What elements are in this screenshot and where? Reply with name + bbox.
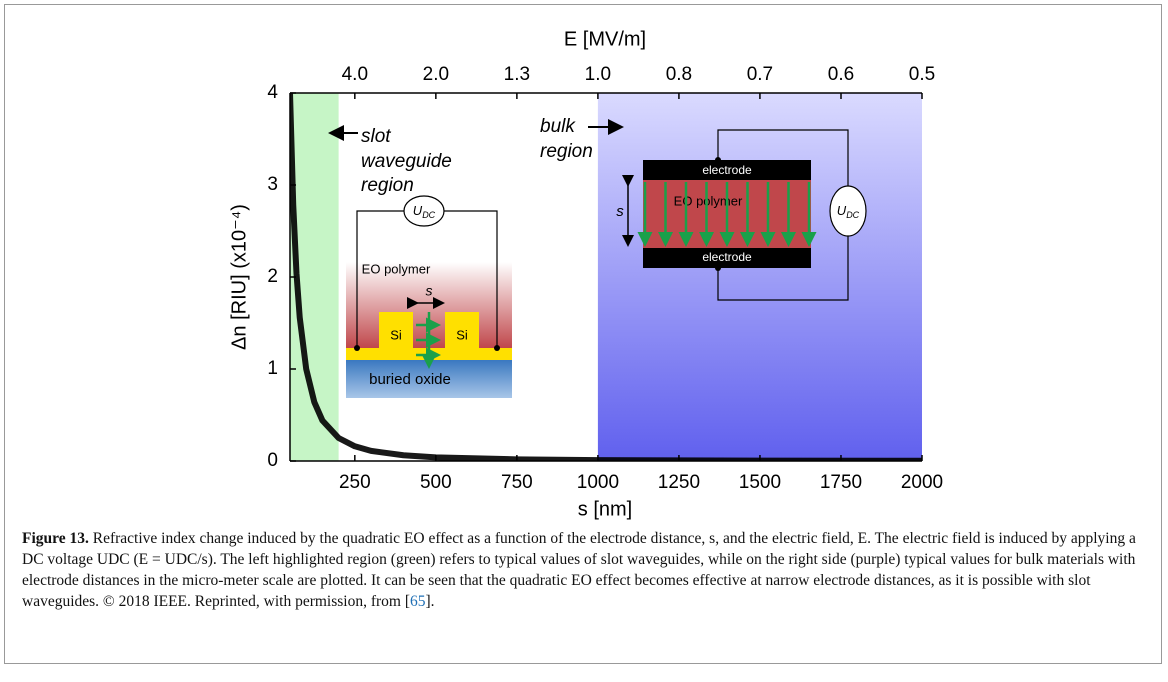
x-tick-label: 1750: [820, 472, 862, 493]
si-rail: [379, 312, 413, 360]
slot-annotation: slot waveguide region: [328, 125, 452, 196]
x-tick-label: 750: [501, 472, 533, 493]
figure-frame: [4, 4, 1162, 664]
label: U: [413, 203, 423, 218]
caption-ref[interactable]: 65: [410, 593, 426, 610]
annotation: region: [540, 141, 593, 162]
data-line: [290, 93, 922, 461]
annotation: bulk: [540, 116, 576, 137]
x2-tick-label: 1.0: [585, 64, 611, 85]
x2-axis-title: E [MV/m]: [564, 28, 646, 50]
label: UDC: [413, 203, 436, 220]
label: Si: [456, 327, 468, 342]
label: s: [616, 203, 624, 220]
annotation: waveguide: [361, 151, 452, 172]
highlight-region: [597, 93, 922, 461]
x2-tick-label: 4.0: [342, 64, 368, 85]
x-tick-label: 1500: [739, 472, 781, 493]
bulk-inset: UDC electrode EO polymer electrode s: [616, 129, 867, 301]
x-tick-label: 1250: [658, 472, 700, 493]
label: EO polymer: [362, 261, 431, 276]
si-rail: [445, 312, 479, 360]
label: EO polymer: [674, 193, 743, 208]
label: UDC: [837, 203, 860, 220]
caption: Figure 13. Refractive index change induc…: [22, 528, 1147, 612]
x-axis-title: s [nm]: [578, 498, 632, 520]
x2-tick-label: 0.5: [909, 64, 935, 85]
caption-label: Figure 13.: [22, 530, 89, 547]
x2-tick-label: 0.7: [747, 64, 773, 85]
label: electrode: [702, 163, 752, 177]
caption-text: ].: [425, 593, 435, 610]
x-tick-label: 500: [420, 472, 452, 493]
x-tick-label: 2000: [901, 472, 943, 493]
y-tick-label: 2: [267, 266, 278, 287]
label: Si: [390, 327, 402, 342]
x2-tick-label: 0.8: [666, 64, 692, 85]
x2-tick-label: 2.0: [423, 64, 449, 85]
label: s: [426, 283, 433, 299]
x-tick-label: 1000: [577, 472, 619, 493]
caption-text: Refractive index change induced by the q…: [22, 530, 1136, 610]
bulk-annotation: bulk region: [540, 116, 624, 162]
y-tick-label: 3: [267, 174, 278, 195]
y-tick-label: 1: [267, 358, 278, 379]
label: DC: [846, 210, 859, 220]
label: electrode: [702, 250, 752, 264]
label: buried oxide: [369, 371, 451, 388]
y-tick-label: 4: [267, 82, 278, 103]
annotation: region: [361, 175, 414, 196]
label: DC: [422, 210, 435, 220]
x-tick-label: 250: [339, 472, 371, 493]
y-axis-title: Δn [RIU] (x10⁻⁴): [228, 204, 250, 350]
annotation: slot: [361, 126, 391, 147]
chart: E [MV/m] s [nm] Δn [RIU] (x10⁻⁴) slot wa…: [228, 28, 943, 520]
x2-tick-label: 1.3: [504, 64, 530, 85]
x2-tick-label: 0.6: [828, 64, 854, 85]
slot-inset: EO polymer Si Si buried oxide s UDC: [346, 195, 512, 398]
label: U: [837, 203, 847, 218]
y-tick-label: 0: [267, 450, 278, 471]
